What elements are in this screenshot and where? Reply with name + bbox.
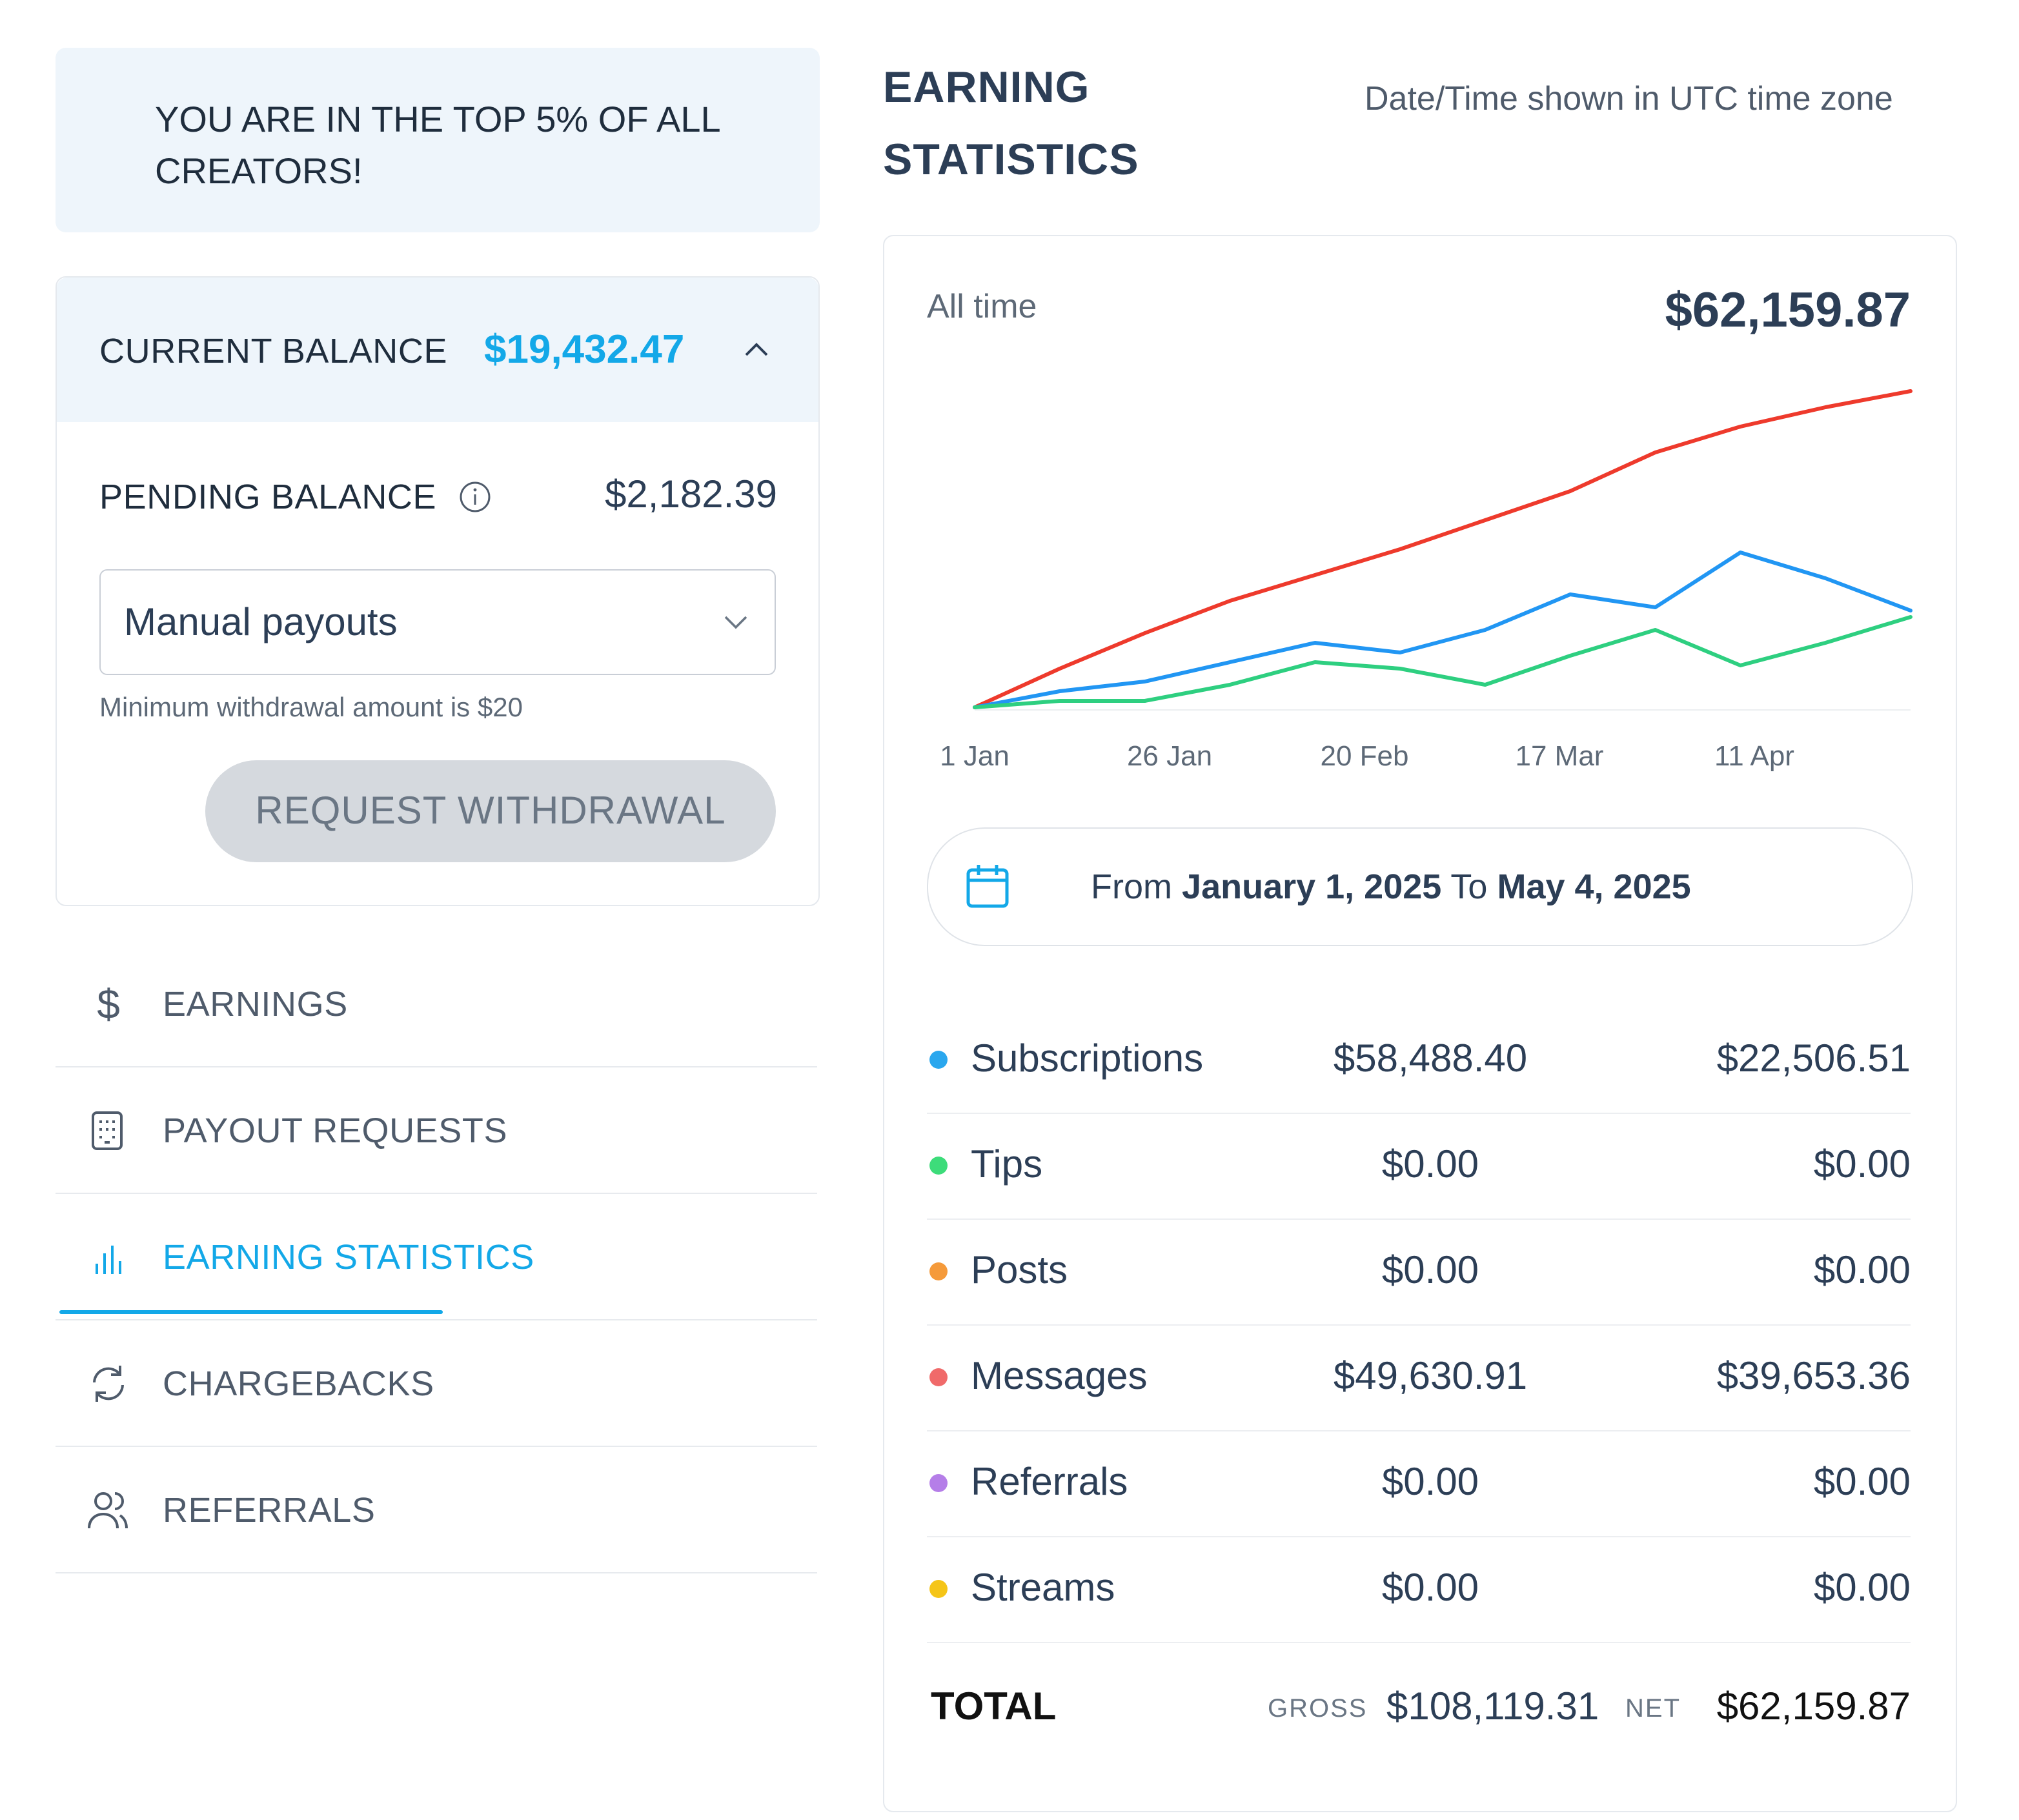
row-name: Referrals [971, 1461, 1128, 1504]
legend-dot [929, 1580, 948, 1598]
row-name: Tips [971, 1144, 1043, 1186]
x-tick-label: 26 Jan [1127, 740, 1212, 772]
minimum-note: Minimum withdrawal amount is $20 [99, 693, 523, 723]
legend-dot [929, 1368, 948, 1386]
row-net: $0.00 [1813, 1461, 1911, 1504]
row-net: $0.00 [1813, 1144, 1911, 1186]
legend-dot [929, 1157, 948, 1175]
dollar-icon: $ [97, 982, 120, 1026]
row-gross: $0.00 [1381, 1249, 1479, 1292]
dropdown-icon [724, 616, 747, 629]
earnings-chart: 1 Jan 26 Jan 20 Feb 17 Mar 11 Apr [940, 389, 1912, 772]
pending-balance-value: $2,182.39 [605, 474, 777, 516]
nav-item[interactable]: PAYOUT REQUESTS [56, 1067, 817, 1194]
row-gross: $49,630.91 [1333, 1355, 1528, 1398]
earnings-row: Messages $49,630.91 $39,653.36 [927, 1324, 1911, 1431]
nav-label: EARNING STATISTICS [163, 1238, 534, 1277]
series-line [973, 615, 1912, 709]
row-gross: $58,488.40 [1333, 1038, 1528, 1080]
gross-total: $108,119.31 [1386, 1686, 1599, 1728]
x-tick-label: 11 Apr [1714, 740, 1794, 772]
balance-card: CURRENT BALANCE $19,432.47 PENDING BALAN… [56, 276, 820, 906]
title-line: STATISTICS [883, 136, 1139, 185]
nav-label: PAYOUT REQUESTS [163, 1111, 508, 1150]
row-gross: $0.00 [1381, 1461, 1479, 1504]
users-icon [88, 1492, 128, 1529]
from-word: From [1091, 867, 1172, 906]
row-net: $0.00 [1813, 1567, 1911, 1610]
legend-dot [929, 1051, 948, 1069]
chart-icon [96, 1246, 121, 1274]
receipt-icon [92, 1111, 123, 1150]
top-creator-banner: YOU ARE IN THE TOP 5% OF ALL CREATORS! [56, 48, 820, 232]
refresh-icon [93, 1366, 124, 1402]
x-tick-label: 20 Feb [1321, 740, 1409, 772]
row-net: $0.00 [1813, 1249, 1911, 1292]
end-date: May 4, 2025 [1497, 867, 1691, 906]
svg-text:$: $ [97, 982, 120, 1026]
nav-item[interactable]: REFERRALS [56, 1447, 817, 1573]
x-tick-label: 1 Jan [940, 740, 1010, 772]
row-net: $22,506.51 [1716, 1038, 1911, 1080]
net-total: $62,159.87 [1716, 1686, 1911, 1728]
start-date: January 1, 2025 [1182, 867, 1442, 906]
row-name: Subscriptions [971, 1038, 1204, 1080]
earnings-row: Posts $0.00 $0.00 [927, 1218, 1911, 1326]
row-name: Streams [971, 1567, 1115, 1610]
calendar-icon [966, 865, 1009, 908]
all-time-label: All time [927, 287, 1037, 325]
gross-label: GROSS [1268, 1695, 1368, 1723]
row-name: Messages [971, 1355, 1148, 1398]
row-name: Posts [971, 1249, 1068, 1292]
nav-item[interactable]: CHARGEBACKS [56, 1320, 817, 1447]
current-balance-label: CURRENT BALANCE [99, 332, 448, 370]
current-balance-value: $19,432.47 [484, 327, 685, 372]
pending-balance-label: PENDING BALANCE [99, 478, 437, 516]
date-range-picker[interactable]: From January 1, 2025 To May 4, 2025 [927, 827, 1913, 946]
banner-text: YOU ARE IN THE TOP 5% OF ALL CREATORS! [155, 99, 720, 191]
payout-select-text: Manual payouts [124, 602, 398, 644]
series-line [973, 389, 1912, 709]
nav-item[interactable]: $ EARNINGS [56, 941, 817, 1067]
series-line [973, 551, 1912, 709]
page-title: EARNING STATISTICS [883, 52, 1139, 196]
all-time-value: $62,159.87 [1665, 284, 1911, 338]
earnings-row: Referrals $0.00 $0.00 [927, 1430, 1911, 1537]
title-line: EARNING [883, 63, 1090, 112]
nav-label: CHARGEBACKS [163, 1364, 434, 1403]
nav-item-active[interactable]: EARNING STATISTICS [56, 1194, 817, 1320]
earnings-row: Subscriptions $58,488.40 $22,506.51 [927, 1007, 1911, 1114]
nav-label: EARNINGS [163, 985, 348, 1024]
to-word: To [1450, 867, 1488, 906]
row-net: $39,653.36 [1716, 1355, 1911, 1398]
request-withdrawal-button[interactable]: REQUEST WITHDRAWAL [205, 760, 776, 862]
total-label: TOTAL [931, 1686, 1057, 1728]
active-underline [59, 1310, 443, 1314]
info-icon[interactable] [458, 480, 492, 514]
payout-select[interactable]: Manual payouts [99, 569, 776, 675]
timezone-note: Date/Time shown in UTC time zone [1365, 79, 1893, 117]
legend-dot [929, 1474, 948, 1492]
nav-label: REFERRALS [163, 1491, 376, 1530]
row-gross: $0.00 [1381, 1144, 1479, 1186]
earnings-row: Tips $0.00 $0.00 [927, 1113, 1911, 1220]
legend-dot [929, 1262, 948, 1280]
row-gross: $0.00 [1381, 1567, 1479, 1610]
total-row: TOTAL GROSS $108,119.31 NET $62,159.87 [927, 1673, 1911, 1750]
earnings-row: Streams $0.00 $0.00 [927, 1536, 1911, 1643]
current-balance-bar[interactable]: CURRENT BALANCE $19,432.47 [57, 278, 818, 422]
collapse-icon [745, 343, 768, 356]
stats-panel [883, 235, 1957, 1812]
net-label: NET [1625, 1695, 1681, 1723]
x-tick-label: 17 Mar [1516, 740, 1604, 772]
date-range-text: From January 1, 2025 To May 4, 2025 [1091, 867, 1691, 907]
